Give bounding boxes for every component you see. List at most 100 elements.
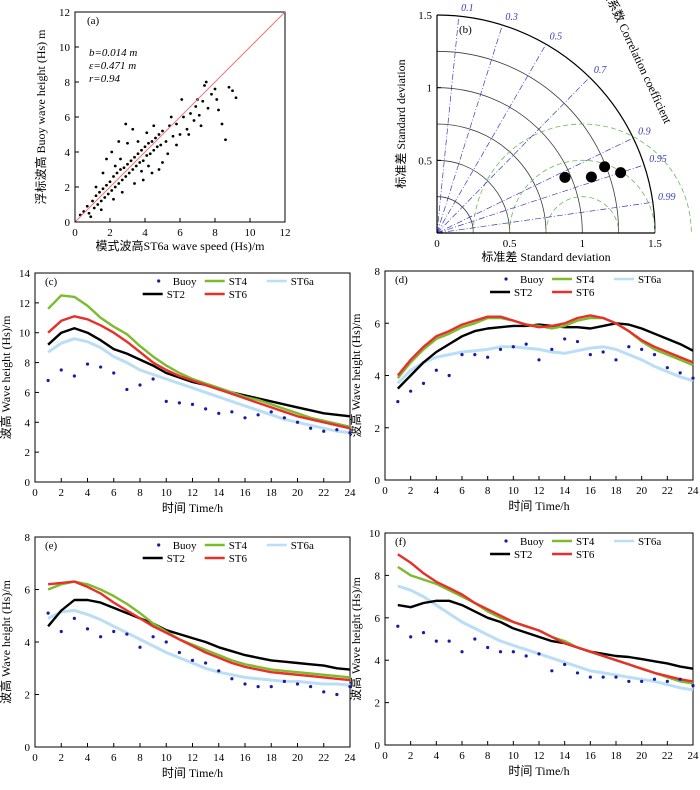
legend-label: ST6: [576, 287, 595, 299]
corr-tick-label: 0.99: [658, 192, 676, 203]
taylor-point: [599, 161, 611, 173]
scatter-point: [150, 140, 154, 143]
scatter-point: [101, 171, 105, 175]
buoy-point: [46, 611, 50, 615]
legend-marker-buoy: [504, 277, 508, 281]
x-tick-label: 6: [111, 487, 117, 499]
x-tick-label: 24: [345, 487, 357, 499]
series-line-st2: [397, 599, 694, 670]
x-tick-label: 6: [459, 485, 465, 497]
y-tick-label: 2: [375, 698, 381, 710]
buoy-point: [460, 353, 464, 357]
plot-frame: [384, 270, 694, 481]
buoy-point: [627, 679, 631, 684]
buoy-point: [563, 337, 567, 341]
stat-label: ε=0.471 m: [89, 60, 136, 72]
y-tick-label: 2: [65, 182, 71, 194]
y-tick-label: 8: [375, 570, 381, 582]
buoy-point: [256, 413, 260, 417]
scatter-point: [145, 154, 149, 157]
x-tick-label: 14: [559, 750, 571, 762]
scatter-point: [201, 99, 205, 103]
y-tick-label: 4: [375, 371, 381, 383]
series-line-st2: [396, 322, 694, 390]
buoy-point: [627, 345, 631, 349]
scatter-point: [108, 180, 112, 184]
x-axis-label: 时间 Time/h: [162, 501, 223, 515]
scatter-point: [120, 178, 124, 182]
scatter-point: [194, 105, 198, 108]
scatter-point: [141, 159, 145, 163]
legend-label: ST6: [229, 289, 248, 301]
buoy-point: [511, 345, 515, 349]
x-tick-label: 1.5: [648, 238, 662, 250]
buoy-point: [125, 632, 129, 636]
scatter-point: [136, 140, 140, 143]
y-tick-label: 8: [375, 266, 381, 278]
scatter-point: [110, 150, 114, 154]
buoy-point: [421, 381, 426, 385]
corr-ray: [436, 201, 653, 234]
buoy-point: [460, 650, 464, 654]
x-tick-label: 10: [161, 487, 173, 499]
y-tick-label: 2: [25, 447, 31, 459]
x-tick-label: 10: [508, 485, 520, 497]
buoy-point: [550, 669, 554, 673]
panel-label: (f): [395, 536, 406, 548]
y-axis-label: 波高 Wave height (Hs)/m: [348, 313, 363, 438]
corr-tick-label: 0.7: [594, 65, 608, 76]
x-axis-label: 模式波高ST6a wave speed (Hs)/m: [96, 238, 266, 253]
buoy-point: [112, 371, 116, 375]
scatter-point: [148, 152, 152, 156]
y-axis-label: 波高 Wave height (Hs)/m: [0, 579, 13, 704]
scatter-point: [150, 171, 154, 175]
taylor-point: [559, 171, 571, 183]
x-tick-label: 8: [137, 752, 143, 764]
buoy-point: [295, 682, 300, 686]
scatter-point: [110, 189, 114, 192]
y-tick-label: 4: [65, 147, 71, 159]
buoy-point: [335, 692, 339, 697]
legend-label: ST6a: [638, 274, 661, 286]
scatter-point: [140, 169, 143, 173]
scatter-point: [115, 171, 119, 175]
y-tick-label: 12: [59, 7, 70, 19]
std-arc: [436, 50, 620, 234]
corr-ray: [436, 164, 645, 234]
x-tick-label: 24: [688, 750, 700, 762]
scatter-point: [94, 185, 98, 189]
buoy-point: [99, 365, 103, 369]
series-line-st6a: [397, 584, 694, 692]
series-line-st2: [47, 327, 351, 418]
x-tick-label: 12: [187, 752, 198, 764]
y-tick-label: 1.5: [418, 10, 432, 22]
y-tick-label: 14: [19, 268, 31, 280]
legend-label: ST2: [514, 549, 532, 561]
x-tick-label: 2: [59, 752, 65, 764]
stat-label: b=0.014 m: [89, 47, 137, 59]
x-tick-label: 20: [292, 487, 304, 499]
panel-label: (a): [87, 15, 100, 27]
corr-ray: [436, 16, 460, 234]
buoy-point: [588, 675, 592, 679]
x-tick-label: 4: [85, 487, 91, 499]
buoy-point: [421, 631, 426, 635]
scatter-point: [127, 171, 131, 175]
buoy-point: [524, 654, 528, 658]
buoy-point: [309, 685, 313, 689]
x-tick-label: 18: [611, 485, 623, 497]
buoy-point: [524, 342, 528, 346]
legend-label: ST6: [576, 549, 595, 561]
legend-label: Buoy: [520, 274, 544, 286]
y-tick-label: 4: [25, 417, 31, 429]
scatter-point: [203, 84, 206, 87]
buoy-point: [575, 671, 580, 675]
x-tick-label: 4: [434, 485, 440, 497]
scatter-point: [117, 182, 121, 185]
scatter-point: [234, 96, 238, 100]
x-tick-label: 6: [177, 227, 183, 239]
series-line-st6: [396, 314, 694, 377]
scatter-point: [99, 208, 103, 212]
scatter-point: [122, 166, 126, 170]
scatter-point: [106, 192, 110, 196]
